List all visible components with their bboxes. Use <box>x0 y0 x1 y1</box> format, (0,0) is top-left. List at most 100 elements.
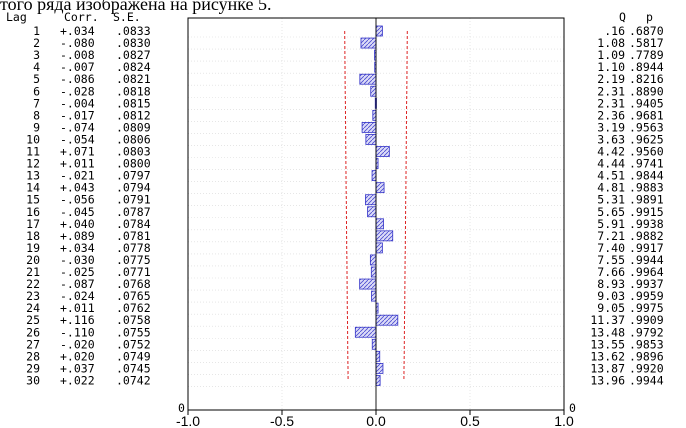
lag-label: 12 <box>26 157 40 171</box>
q-value: 1.10 <box>597 60 625 74</box>
lag-label: 23 <box>26 289 40 303</box>
se-value: .0775 <box>116 253 151 267</box>
se-value: .0827 <box>116 48 151 62</box>
acf-bar <box>375 25 383 37</box>
p-value: .8216 <box>629 72 664 86</box>
lag-label: 10 <box>26 132 40 146</box>
lag-label: 11 <box>26 145 40 159</box>
corr-value: -.004 <box>60 96 95 110</box>
se-value: .0815 <box>116 96 151 110</box>
confidence-limits <box>344 30 408 381</box>
se-value: .0794 <box>116 181 151 195</box>
chart-background <box>0 14 686 428</box>
q-value: 2.19 <box>597 72 625 86</box>
q-value: 9.03 <box>597 289 625 303</box>
se-value: .0809 <box>116 120 151 134</box>
se-value: .0812 <box>116 108 151 122</box>
se-value: .0771 <box>116 265 151 279</box>
q-value: 11.37 <box>590 313 625 327</box>
lag-label: 20 <box>26 253 40 267</box>
lag-label: 4 <box>33 60 40 74</box>
p-value: .9917 <box>629 241 664 255</box>
se-value: .0742 <box>116 373 151 387</box>
q-value: .16 <box>604 24 625 38</box>
acf-bar <box>371 170 377 182</box>
q-value: 13.55 <box>590 337 625 351</box>
x-tick-label: 0.5 <box>460 413 480 428</box>
corr-value: +.043 <box>60 181 95 195</box>
lag-label: 24 <box>26 301 40 315</box>
q-value: 2.31 <box>597 96 625 110</box>
lag-label: 26 <box>26 325 40 339</box>
p-value: .5817 <box>629 36 664 50</box>
y-end-label: 0 <box>178 401 185 415</box>
se-value: .0797 <box>116 169 151 183</box>
q-value: 7.40 <box>597 241 625 255</box>
corr-value: -.028 <box>60 84 95 98</box>
corr-value: -.086 <box>60 72 95 86</box>
se-value: .0755 <box>116 325 151 339</box>
p-value: .9937 <box>629 277 664 291</box>
corr-value: +.022 <box>60 373 95 387</box>
lag-label: 3 <box>33 48 40 62</box>
q-value: 2.36 <box>597 108 625 122</box>
confidence-limit-upper <box>403 30 408 381</box>
se-value: .0818 <box>116 84 151 98</box>
corr-value: -.110 <box>60 325 95 339</box>
p-value: .9915 <box>629 205 664 219</box>
acf-bar <box>359 73 377 85</box>
corr-value: -.024 <box>60 289 95 303</box>
q-value: 9.05 <box>597 301 625 315</box>
acf-bar <box>375 375 381 386</box>
p-value: .9560 <box>629 145 664 159</box>
corr-value: -.054 <box>60 132 95 146</box>
page-caption: того ряда изображена на рисунке 5. <box>0 0 272 14</box>
se-value: .0752 <box>116 337 151 351</box>
p-value: .9891 <box>629 193 664 207</box>
stats-table-left: Lag Corr. S.E. 1 +.034 .0833 2 -.080 .0830 3 -.008… <box>6 10 185 415</box>
corr-value: +.071 <box>60 145 95 159</box>
se-value: .0824 <box>116 60 151 74</box>
lag-label: 5 <box>33 72 40 86</box>
lag-label: 29 <box>26 361 40 375</box>
p-value: .9883 <box>629 181 664 195</box>
se-value: .0765 <box>116 289 151 303</box>
lag-label: 9 <box>33 120 40 134</box>
lag-label: 28 <box>26 349 40 363</box>
acf-bar <box>370 266 377 278</box>
q-value: 5.91 <box>597 217 625 231</box>
x-tick-label: -1.0 <box>176 413 200 428</box>
q-value: 4.51 <box>597 169 625 183</box>
p-value: .9625 <box>629 132 664 146</box>
lag-label: 1 <box>33 24 40 38</box>
q-value: 3.19 <box>597 120 625 134</box>
se-value: .0781 <box>116 229 151 243</box>
q-value: 5.65 <box>597 205 625 219</box>
se-value: .0784 <box>116 217 151 231</box>
acf-bar <box>369 254 377 266</box>
acf-bar <box>367 206 377 218</box>
acf-bar <box>371 290 377 302</box>
se-value: .0821 <box>116 72 151 86</box>
se-value: .0762 <box>116 301 151 315</box>
q-value: 13.48 <box>590 325 625 339</box>
p-value: .9975 <box>629 301 664 315</box>
lag-label: 17 <box>26 217 40 231</box>
lag-label: 21 <box>26 265 40 279</box>
p-value: .9938 <box>629 217 664 231</box>
acf-bar <box>375 230 394 242</box>
q-value: 7.66 <box>597 265 625 279</box>
q-value: 1.08 <box>597 36 625 50</box>
corr-value: +.011 <box>60 157 95 171</box>
p-value: .9792 <box>629 325 664 339</box>
se-value: .0787 <box>116 205 151 219</box>
acf-bar <box>371 338 377 350</box>
q-value: 3.63 <box>597 132 625 146</box>
confidence-limit-lower <box>344 30 349 381</box>
acf-bar <box>354 326 377 338</box>
acf-bar <box>365 134 377 145</box>
q-value: 4.81 <box>597 181 625 195</box>
p-value: .9741 <box>629 157 664 171</box>
